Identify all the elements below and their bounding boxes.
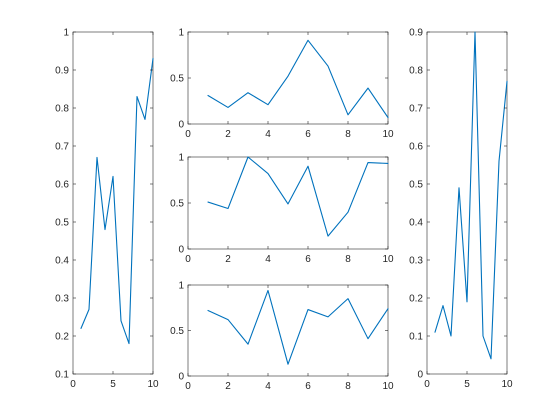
x-tick-label: 4 [265, 254, 271, 265]
x-tick-label: 0 [185, 129, 191, 140]
y-tick-label: 0.1 [55, 370, 69, 381]
x-tick-label: 6 [305, 381, 311, 392]
x-tick-label: 0 [70, 379, 76, 390]
y-tick-label: 0 [178, 120, 184, 131]
x-tick-label: 10 [501, 379, 513, 390]
x-tick-label: 10 [382, 254, 394, 265]
x-tick-label: 2 [225, 381, 231, 392]
x-tick-label: 2 [225, 129, 231, 140]
y-tick-label: 1 [63, 28, 69, 39]
y-tick-label: 0.3 [55, 294, 69, 305]
axes-middle-top: 0 2 4 6 8 10 0 0.5 1 [170, 28, 394, 141]
y-tick-label: 0.9 [409, 28, 423, 39]
y-tick-label: 0.5 [170, 199, 184, 210]
x-tick-label: 5 [464, 379, 470, 390]
axes-frame [72, 31, 154, 375]
y-tick-label: 0.5 [55, 218, 69, 229]
y-tick-label: 0.1 [409, 332, 423, 343]
y-tick-label: 0.8 [409, 66, 423, 77]
y-tick-label: 0 [417, 370, 423, 381]
x-tick-label: 8 [345, 254, 351, 265]
x-tick-label: 6 [305, 129, 311, 140]
y-tick-label: 1 [178, 28, 184, 39]
x-tick-label: 10 [382, 381, 394, 392]
series-line [207, 289, 389, 365]
series-line [207, 156, 389, 237]
axes-middle-bottom: 0 2 4 6 8 10 0 0.5 1 [170, 281, 394, 393]
y-tick-label: 0.5 [170, 326, 184, 337]
axes-frame [187, 31, 389, 125]
y-tick-label: 0.5 [409, 180, 423, 191]
y-tick-label: 0.7 [55, 142, 69, 153]
y-tick-label: 0.5 [170, 74, 184, 85]
series-line [207, 39, 389, 119]
series-line [80, 58, 154, 345]
x-tick-label: 5 [110, 379, 116, 390]
x-tick-label: 6 [305, 254, 311, 265]
y-tick-label: 0.9 [55, 66, 69, 77]
y-tick-label: 0.4 [409, 218, 423, 229]
axes-frame [426, 31, 508, 375]
x-tick-label: 0 [424, 379, 430, 390]
y-tick-label: 0 [178, 245, 184, 256]
y-tick-label: 0.2 [55, 332, 69, 343]
y-tick-label: 0.6 [55, 180, 69, 191]
y-tick-label: 0.3 [409, 256, 423, 267]
y-tick-label: 0.4 [55, 256, 69, 267]
axes-frame [187, 284, 389, 377]
y-tick-label: 1 [178, 281, 184, 292]
y-tick-label: 1 [178, 153, 184, 164]
axes-right-tall: 0 5 10 0 0.1 0.2 0.3 0.4 0.5 0.6 0.7 0.8 0.9 [409, 28, 513, 391]
x-tick-label: 10 [382, 129, 394, 140]
x-tick-label: 4 [265, 381, 271, 392]
x-tick-label: 0 [185, 254, 191, 265]
y-tick-label: 0.8 [55, 104, 69, 115]
x-tick-label: 2 [225, 254, 231, 265]
series-line [434, 31, 508, 360]
x-tick-label: 8 [345, 381, 351, 392]
y-tick-label: 0.7 [409, 104, 423, 115]
x-tick-label: 0 [185, 381, 191, 392]
x-tick-label: 10 [147, 379, 159, 390]
y-tick-label: 0.6 [409, 142, 423, 153]
axes-left-tall: 0 5 10 0.1 0.2 0.3 0.4 0.5 0.6 0.7 0.8 0.9 1 [55, 28, 159, 391]
y-tick-label: 0.2 [409, 294, 423, 305]
axes-middle-center: 0 2 4 6 8 10 0 0.5 1 [170, 153, 394, 266]
y-tick-label: 0 [178, 372, 184, 383]
x-tick-label: 4 [265, 129, 271, 140]
x-tick-label: 8 [345, 129, 351, 140]
